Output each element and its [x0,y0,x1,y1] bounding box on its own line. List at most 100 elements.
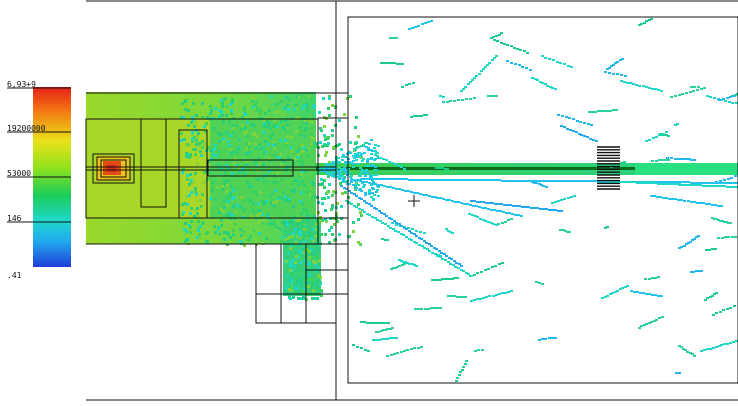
dose-speckle [408,83,411,85]
dose-speckle [307,263,310,266]
dose-speckle [218,115,221,118]
dose-speckle [290,136,293,139]
dose-speckle [337,157,340,159]
dose-speckle [514,214,517,216]
dose-speckle [302,224,305,227]
dose-speckle [434,253,437,255]
dose-speckle [699,184,702,186]
dose-speckle [317,274,320,277]
dose-speckle [510,218,513,220]
dose-speckle [663,183,666,185]
dose-speckle [274,143,277,146]
dose-speckle [340,168,343,170]
dose-speckle [484,269,487,271]
dose-speckle [339,177,342,179]
dose-speckle [286,124,289,127]
dose-speckle [606,295,609,297]
dose-speckle [230,112,233,115]
dose-speckle [289,292,292,295]
dose-speckle [629,82,632,84]
dose-speckle [399,225,402,227]
dose-speckle [630,181,633,183]
dose-speckle [657,295,660,297]
dose-speckle [330,208,333,211]
dose-speckle [265,183,268,186]
dose-speckle [305,251,308,254]
dose-speckle [320,129,323,132]
dose-speckle [301,121,304,124]
dose-speckle [417,179,420,181]
dose-speckle [580,134,583,136]
dose-speckle [367,350,370,352]
dose-speckle [356,154,359,156]
dose-speckle [413,115,416,117]
dose-speckle [315,265,318,268]
dose-speckle [702,202,705,204]
dose-speckle [366,213,369,215]
dose-speckle [493,209,496,211]
dose-speckle [377,186,380,188]
dose-speckle [275,111,278,114]
dose-speckle [327,169,330,171]
dose-speckle [197,229,200,232]
dose-speckle [254,162,257,165]
dose-speckle [667,135,670,137]
dose-speckle [648,181,651,183]
dose-speckle [276,226,279,229]
dose-speckle [314,243,317,246]
dose-speckle [335,166,338,169]
dose-speckle [334,162,337,164]
dose-speckle [312,281,315,284]
dose-speckle [353,149,356,151]
dose-speckle [729,96,732,98]
dose-speckle [350,175,353,177]
dose-speckle [272,192,275,195]
dose-speckle [298,159,301,162]
dose-speckle [224,220,227,223]
dose-speckle [370,184,373,186]
dose-speckle [487,221,490,223]
dose-speckle [662,133,665,135]
dose-speckle [341,159,344,161]
dose-speckle [545,186,548,188]
dose-speckle [370,165,373,167]
dose-speckle [310,268,313,271]
dose-speckle [232,127,235,130]
dose-speckle [620,74,623,76]
dose-speckle [291,269,294,272]
dose-speckle [273,154,276,157]
dose-speckle [285,167,288,170]
dose-speckle [608,67,611,69]
dose-speckle [298,242,301,245]
dose-speckle [699,182,702,184]
dose-speckle [612,73,615,75]
dose-speckle [197,132,200,135]
dose-speckle [277,197,280,200]
dose-speckle [342,179,345,181]
dose-speckle [280,158,283,161]
dose-speckle [523,50,526,52]
dose-speckle [293,215,296,218]
dose-speckle [364,194,367,196]
dose-speckle [326,163,329,165]
dose-speckle [410,348,413,350]
dose-speckle [303,223,306,226]
dose-speckle [188,156,191,159]
dose-speckle [328,183,331,186]
dose-speckle [570,66,573,68]
dose-speckle [396,352,399,354]
dose-speckle [216,187,219,190]
dose-speckle [347,201,350,204]
dose-speckle [360,178,363,180]
dose-speckle [385,159,388,161]
dose-speckle [496,210,499,212]
dose-speckle [423,179,426,181]
dose-speckle [292,223,295,226]
dose-speckle [191,133,194,136]
dose-speckle [320,168,323,170]
dose-speckle [299,236,302,239]
dose-speckle [237,205,240,208]
dose-speckle [590,124,593,126]
